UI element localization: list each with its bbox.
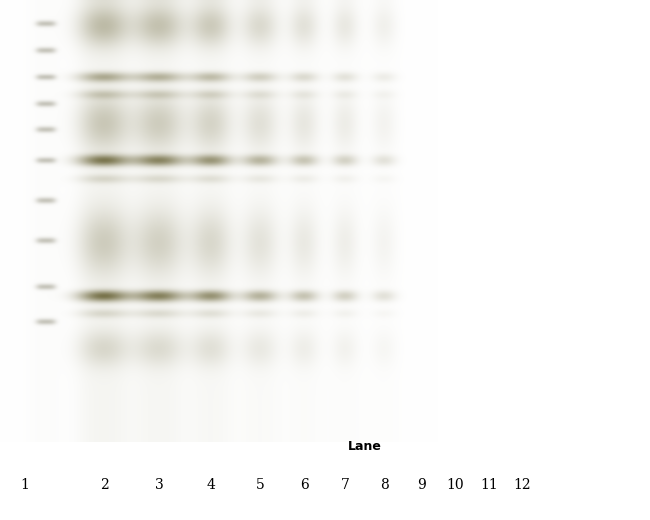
Text: 5: 5 — [255, 478, 265, 492]
Text: 3: 3 — [155, 478, 164, 492]
Text: 9: 9 — [417, 478, 426, 492]
Text: 4: 4 — [207, 478, 216, 492]
Text: 2: 2 — [99, 478, 109, 492]
Text: Lane: Lane — [348, 440, 382, 453]
Text: 11: 11 — [480, 478, 498, 492]
Text: 10: 10 — [446, 478, 464, 492]
Text: 6: 6 — [300, 478, 309, 492]
Text: 8: 8 — [380, 478, 389, 492]
Text: 7: 7 — [341, 478, 350, 492]
Text: 12: 12 — [514, 478, 532, 492]
Text: 1: 1 — [20, 478, 29, 492]
